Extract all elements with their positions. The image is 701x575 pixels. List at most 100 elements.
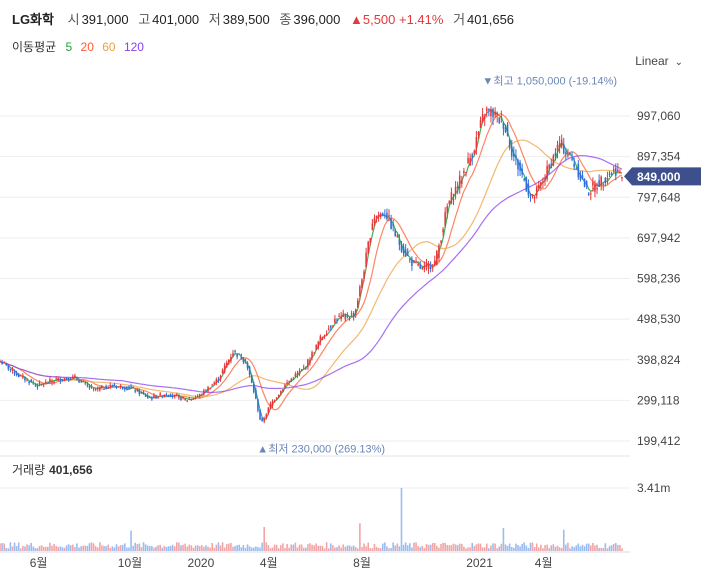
volume-bar [598, 547, 600, 551]
volume-bar [371, 548, 374, 551]
volume-bar [238, 544, 241, 551]
candle-body [540, 181, 542, 186]
volume-bar [7, 548, 10, 551]
volume-bars: 3.41m [0, 455, 670, 551]
candle-body [277, 394, 280, 398]
candle-body [236, 354, 238, 357]
volume-bar [148, 546, 151, 551]
volume-bar [350, 546, 353, 551]
volume-bar [252, 547, 255, 551]
volume-bar [421, 545, 424, 551]
candle-body [1, 361, 3, 365]
volume-bar [406, 545, 409, 551]
candle-body [542, 181, 544, 183]
volume-bar [479, 543, 482, 551]
volume-bar [467, 547, 469, 551]
candle-body [504, 127, 507, 132]
volume-bar [67, 544, 70, 551]
candle-body [619, 171, 621, 173]
candle-body [153, 395, 155, 398]
candle-body [221, 369, 224, 374]
candle-body [479, 120, 482, 128]
volume-bar [336, 547, 338, 551]
volume-bar [5, 547, 8, 551]
candle-body [485, 108, 488, 111]
volume-bar [126, 547, 128, 551]
candle-body [99, 387, 101, 391]
volume-bar [101, 545, 103, 551]
volume-bar [504, 544, 507, 551]
high-annotation: 최고 1,050,000 (-19.14%) [493, 74, 617, 87]
volume-bar [594, 545, 596, 551]
candle-body [352, 313, 355, 318]
volume-bar [184, 543, 186, 551]
volume-bar [124, 543, 126, 551]
volume-bar [481, 547, 484, 551]
volume-bar [363, 543, 365, 551]
volume-bar [200, 545, 203, 551]
volume-bar [246, 544, 249, 551]
candle-body [373, 218, 376, 223]
volume-bar [452, 543, 455, 551]
volume-bar [26, 544, 28, 551]
volume-bar [456, 545, 459, 551]
candle-body [446, 206, 449, 213]
candle-body [381, 213, 384, 217]
candle-body [9, 368, 12, 370]
moving-average-legend[interactable]: 이동평균 5 20 60 120 [12, 38, 149, 55]
candle-body [96, 387, 99, 390]
volume-bar [396, 543, 399, 551]
candle-body [552, 155, 555, 166]
candle-body [232, 353, 234, 357]
scale-selector[interactable]: Linear ⌄ [635, 54, 683, 68]
candle-body [17, 373, 20, 377]
x-tick-label: 2021 [466, 556, 493, 570]
candle-body [452, 198, 455, 201]
y-tick-label: 498,530 [637, 312, 681, 326]
candle-body [398, 239, 401, 245]
x-tick-label: 4월 [535, 556, 553, 570]
volume-bar [583, 546, 586, 551]
candle-body [621, 177, 623, 179]
volume-bar [544, 545, 546, 551]
volume-bar [221, 542, 224, 551]
y-tick-label: 697,942 [637, 231, 681, 245]
candle-body [240, 356, 243, 360]
volume-bar [490, 545, 492, 551]
chevron-down-icon: ⌄ [674, 57, 683, 68]
candle-body [523, 178, 526, 181]
volume-tick-label: 3.41m [637, 481, 670, 495]
candle-body [115, 386, 118, 388]
candle-body [294, 374, 297, 377]
candle-body [510, 146, 513, 157]
candle-body [146, 394, 149, 398]
x-tick-label: 6월 [30, 556, 48, 570]
volume-bar [463, 546, 465, 551]
y-axis: 997,060 897,354 797,648 697,942 598,236 498,5… [624, 109, 701, 448]
volume-bar [471, 542, 474, 551]
candle-body [554, 152, 557, 156]
candle-body [319, 336, 322, 343]
candle-body [581, 175, 584, 179]
candle-body [228, 359, 230, 364]
candle-body [359, 286, 361, 297]
volume-bar [49, 542, 51, 551]
volume-bar [219, 545, 222, 551]
candle-body [506, 124, 509, 136]
volume-bar [36, 548, 39, 551]
candle-body [357, 300, 359, 308]
volume-bar [277, 548, 280, 551]
volume-bar [159, 544, 161, 551]
volume-bar [409, 543, 411, 551]
volume-bar [134, 542, 137, 551]
volume-bar [311, 544, 313, 551]
y-tick-label: 997,060 [637, 109, 681, 123]
volume-bar [196, 545, 199, 551]
candle-body [363, 271, 365, 279]
candle-body [454, 186, 457, 195]
candle-body [577, 163, 580, 178]
volume-bar [271, 547, 274, 551]
candle-body [569, 153, 571, 155]
volume-bar [465, 548, 467, 551]
